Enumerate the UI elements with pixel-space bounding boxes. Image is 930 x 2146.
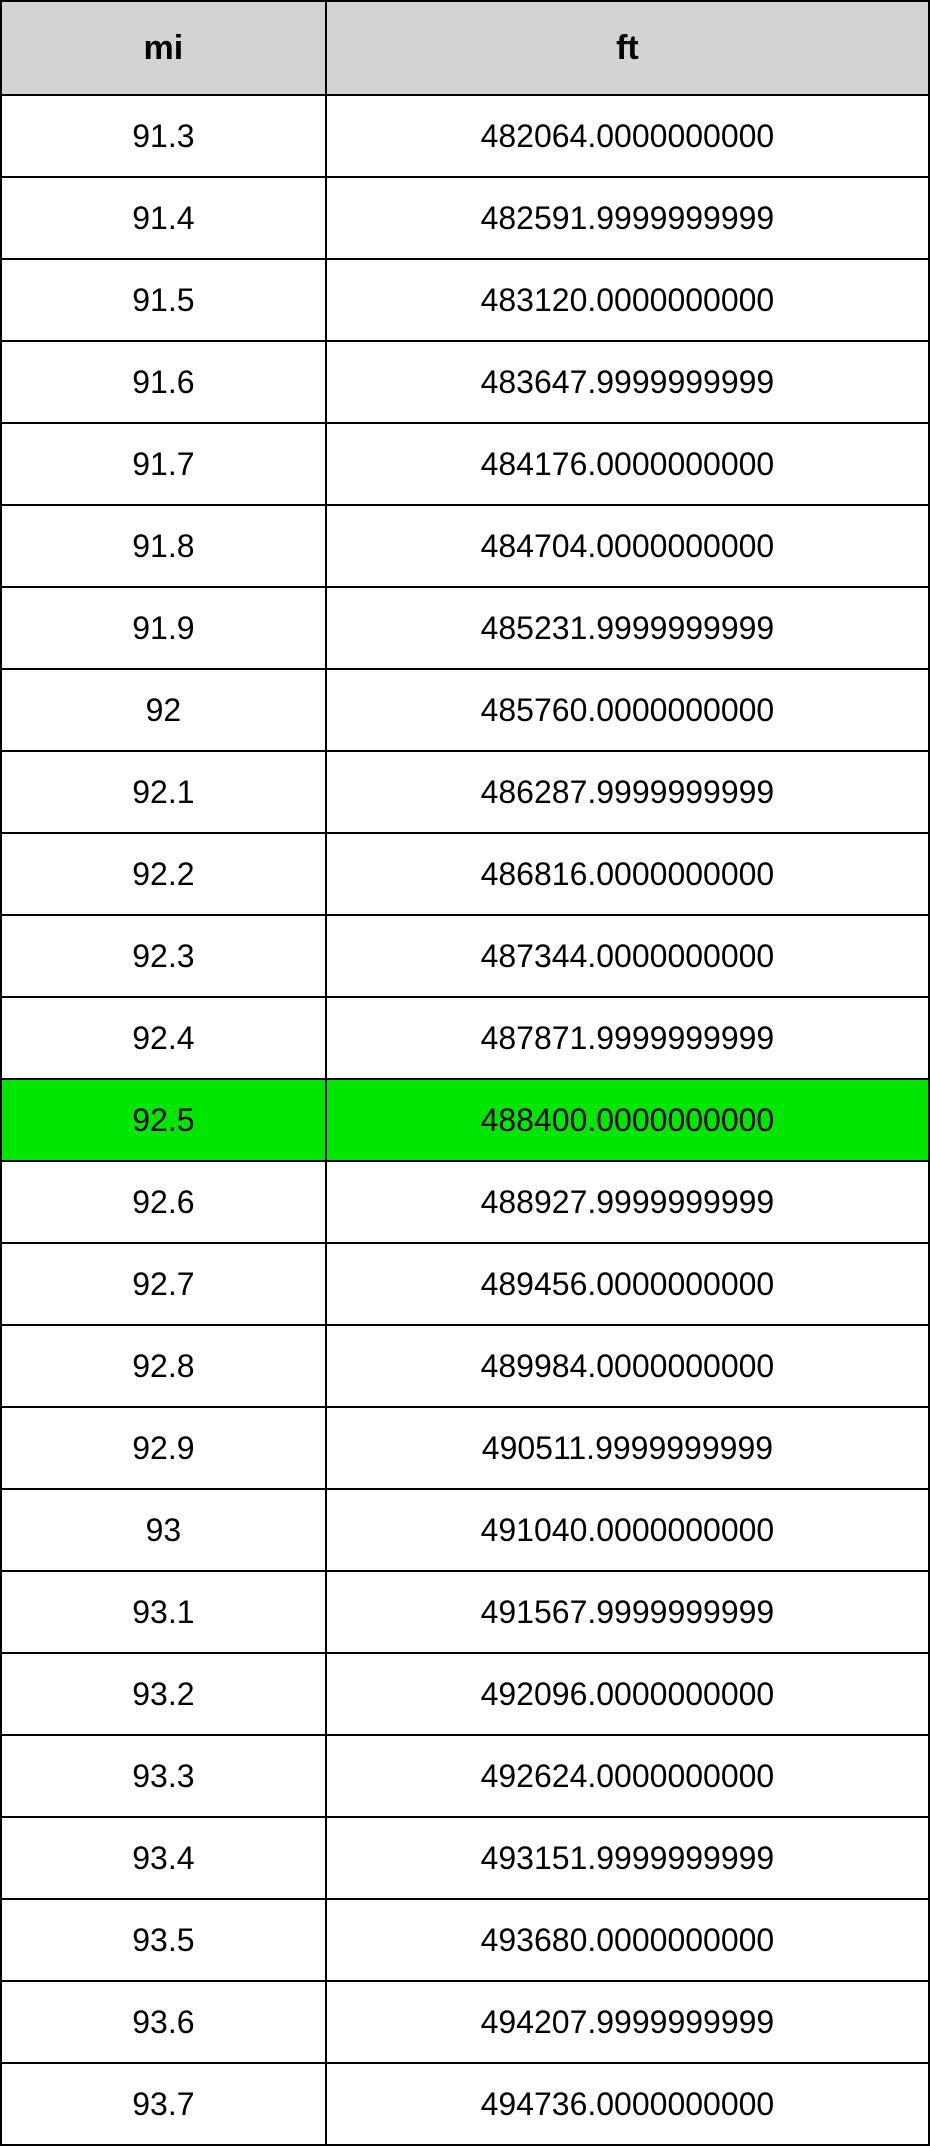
cell-mi: 92.5 [1,1079,326,1161]
cell-ft: 488927.9999999999 [326,1161,929,1243]
cell-mi: 92.2 [1,833,326,915]
cell-mi: 92.8 [1,1325,326,1407]
cell-mi: 93 [1,1489,326,1571]
cell-mi: 91.4 [1,177,326,259]
table-row: 92.7489456.0000000000 [1,1243,929,1325]
table-row: 91.6483647.9999999999 [1,341,929,423]
cell-mi: 93.7 [1,2063,326,2145]
table-row: 91.9485231.9999999999 [1,587,929,669]
table-row: 92.6488927.9999999999 [1,1161,929,1243]
cell-mi: 93.5 [1,1899,326,1981]
cell-ft: 484176.0000000000 [326,423,929,505]
cell-ft: 484704.0000000000 [326,505,929,587]
table-row: 92.8489984.0000000000 [1,1325,929,1407]
table-row: 93.6494207.9999999999 [1,1981,929,2063]
cell-ft: 485760.0000000000 [326,669,929,751]
cell-ft: 494207.9999999999 [326,1981,929,2063]
cell-ft: 482591.9999999999 [326,177,929,259]
cell-ft: 483647.9999999999 [326,341,929,423]
table-row: 93.4493151.9999999999 [1,1817,929,1899]
table-row: 93.2492096.0000000000 [1,1653,929,1735]
table-row: 92.1486287.9999999999 [1,751,929,833]
cell-ft: 482064.0000000000 [326,95,929,177]
table-row: 91.4482591.9999999999 [1,177,929,259]
table-row: 92.4487871.9999999999 [1,997,929,1079]
table-row: 91.7484176.0000000000 [1,423,929,505]
conversion-table: mi ft 91.3482064.000000000091.4482591.99… [0,0,930,2146]
cell-ft: 485231.9999999999 [326,587,929,669]
cell-ft: 487871.9999999999 [326,997,929,1079]
table-row: 92.2486816.0000000000 [1,833,929,915]
cell-ft: 489456.0000000000 [326,1243,929,1325]
cell-ft: 491040.0000000000 [326,1489,929,1571]
cell-mi: 92.4 [1,997,326,1079]
cell-ft: 491567.9999999999 [326,1571,929,1653]
cell-ft: 488400.0000000000 [326,1079,929,1161]
table-row: 93.3492624.0000000000 [1,1735,929,1817]
col-header-mi: mi [1,1,326,95]
cell-ft: 492624.0000000000 [326,1735,929,1817]
table-body: 91.3482064.000000000091.4482591.99999999… [1,95,929,2145]
cell-mi: 91.3 [1,95,326,177]
cell-mi: 91.5 [1,259,326,341]
table-row: 93491040.0000000000 [1,1489,929,1571]
cell-mi: 93.1 [1,1571,326,1653]
table-row: 93.7494736.0000000000 [1,2063,929,2145]
table-header-row: mi ft [1,1,929,95]
cell-mi: 93.4 [1,1817,326,1899]
cell-ft: 486287.9999999999 [326,751,929,833]
table-row: 92.5488400.0000000000 [1,1079,929,1161]
table-row: 91.8484704.0000000000 [1,505,929,587]
cell-ft: 492096.0000000000 [326,1653,929,1735]
table-row: 92.9490511.9999999999 [1,1407,929,1489]
cell-ft: 486816.0000000000 [326,833,929,915]
cell-mi: 92.3 [1,915,326,997]
cell-ft: 487344.0000000000 [326,915,929,997]
cell-mi: 91.8 [1,505,326,587]
cell-ft: 489984.0000000000 [326,1325,929,1407]
cell-mi: 91.9 [1,587,326,669]
table-row: 93.5493680.0000000000 [1,1899,929,1981]
table-row: 92.3487344.0000000000 [1,915,929,997]
cell-mi: 93.3 [1,1735,326,1817]
cell-mi: 92.1 [1,751,326,833]
table-row: 91.3482064.0000000000 [1,95,929,177]
cell-mi: 92.9 [1,1407,326,1489]
cell-mi: 92 [1,669,326,751]
table-row: 93.1491567.9999999999 [1,1571,929,1653]
cell-mi: 93.2 [1,1653,326,1735]
cell-ft: 483120.0000000000 [326,259,929,341]
cell-mi: 93.6 [1,1981,326,2063]
cell-mi: 92.7 [1,1243,326,1325]
cell-ft: 493151.9999999999 [326,1817,929,1899]
cell-ft: 493680.0000000000 [326,1899,929,1981]
cell-mi: 91.6 [1,341,326,423]
table-row: 91.5483120.0000000000 [1,259,929,341]
col-header-ft: ft [326,1,929,95]
cell-ft: 494736.0000000000 [326,2063,929,2145]
cell-mi: 92.6 [1,1161,326,1243]
cell-ft: 490511.9999999999 [326,1407,929,1489]
table-row: 92485760.0000000000 [1,669,929,751]
cell-mi: 91.7 [1,423,326,505]
